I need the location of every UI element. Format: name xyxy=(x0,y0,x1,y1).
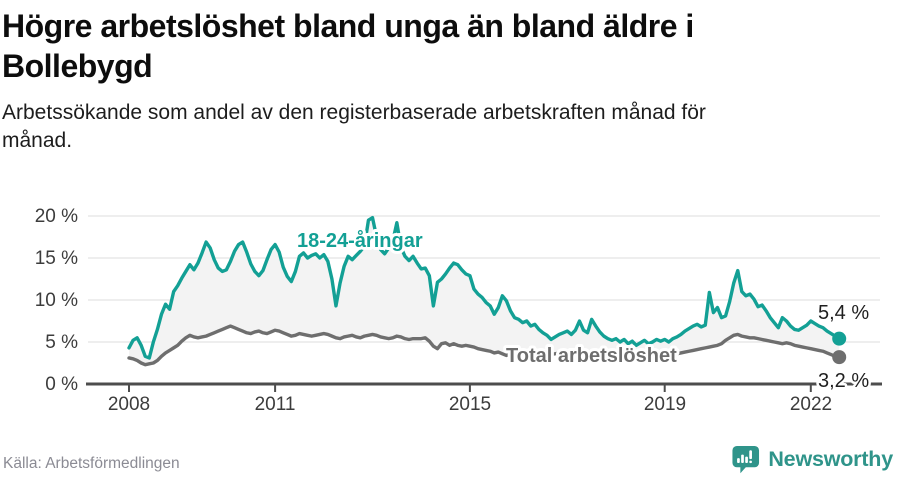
x-axis-label-2008: 2008 xyxy=(108,394,150,415)
title-line-2: Bollebygd xyxy=(2,48,153,84)
newsworthy-logo[interactable]: Newsworthy xyxy=(731,445,893,474)
infographic: Högre arbetslöshet bland unga än bland ä… xyxy=(0,6,900,480)
subtitle-line-2: månad. xyxy=(2,129,73,152)
subtitle-line-1: Arbetssökande som andel av den registerb… xyxy=(2,101,706,124)
page-title: Högre arbetslöshet bland unga än bland ä… xyxy=(2,6,898,86)
x-axis-label-2015: 2015 xyxy=(449,394,491,415)
newsworthy-bubble-chart-icon xyxy=(732,445,760,474)
y-axis-label-15: 15 % xyxy=(35,248,78,269)
y-axis-label-10: 10 % xyxy=(35,290,78,311)
y-axis-label-0: 0 % xyxy=(45,374,78,395)
chart-subtitle: Arbetssökande som andel av den registerb… xyxy=(2,99,898,155)
bar-3 xyxy=(745,456,749,463)
x-axis-label-2019: 2019 xyxy=(644,394,686,415)
y-axis-label-20: 20 % xyxy=(35,206,78,227)
y-axis-label-5: 5 % xyxy=(45,332,78,353)
series-label-youth: 18-24-åringar xyxy=(297,229,423,252)
title-line-1: Högre arbetslöshet bland unga än bland ä… xyxy=(2,8,694,44)
source-note: Källa: Arbetsförmedlingen xyxy=(3,455,180,472)
end-value-total: 3,2 % xyxy=(818,370,869,392)
bar-2 xyxy=(741,454,745,463)
exclamation-bar xyxy=(749,450,753,460)
newsworthy-wordmark: Newsworthy xyxy=(768,447,893,471)
plot-area xyxy=(86,215,882,392)
series-label-total: Total arbetslöshet xyxy=(506,345,677,367)
end-value-youth: 5,4 % xyxy=(818,302,869,324)
x-axis-label-2022: 2022 xyxy=(790,394,832,415)
x-axis-label-2011: 2011 xyxy=(255,394,296,415)
bar-1 xyxy=(737,458,741,463)
exclamation-dot xyxy=(749,460,753,464)
line-chart: 0 % 5 % 10 % 15 % 20 % 2008 2011 2015 20… xyxy=(35,206,882,415)
